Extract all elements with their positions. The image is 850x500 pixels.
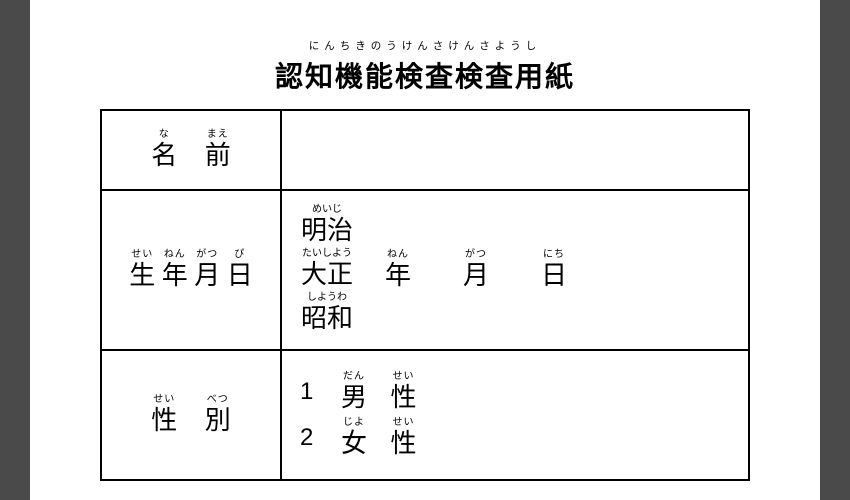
- row-gender: せい性 べつ別 1 だん男 せい性 2: [101, 350, 749, 480]
- unit-year: ねん年: [385, 249, 411, 291]
- gender-option-1: 1 だん男 せい性: [300, 371, 730, 413]
- label-dob: せい生 ねん年 がつ月 ぴ日: [101, 190, 281, 350]
- label-gender-text: せい性 べつ別: [150, 416, 231, 433]
- title-block: にんちきのうけんさけんさようし 認知機能検査検査用紙: [30, 38, 820, 95]
- date-units: ねん年 がつ月 にち日: [384, 249, 568, 291]
- label-name-text: な名 まえ前: [150, 151, 231, 168]
- value-name: [281, 110, 749, 190]
- era-showa: しようわ昭和: [301, 292, 353, 334]
- row-dob: せい生 ねん年 がつ月 ぴ日 めいじ明治 たいしよう大正 しようわ昭和 ねん年 …: [101, 190, 749, 350]
- title-ruby: にんちきのうけんさけんさようし: [30, 38, 820, 53]
- gender-option-2: 2 じよ女 せい性: [300, 417, 730, 459]
- unit-day: にち日: [541, 249, 567, 291]
- era-taisho: たいしよう大正: [301, 248, 353, 290]
- label-dob-text: せい生 ねん年 がつ月 ぴ日: [128, 271, 253, 288]
- label-name: な名 まえ前: [101, 110, 281, 190]
- form-table: な名 まえ前 せい生 ねん年 がつ月 ぴ日 めいじ明治: [100, 109, 750, 481]
- gender-num-1: 1: [300, 378, 340, 406]
- value-gender: 1 だん男 せい性 2 じよ女 せい性: [281, 350, 749, 480]
- era-meiji: めいじ明治: [301, 204, 353, 246]
- value-dob: めいじ明治 たいしよう大正 しようわ昭和 ねん年 がつ月 にち日: [281, 190, 749, 350]
- gender-num-2: 2: [300, 424, 340, 452]
- era-list: めいじ明治 たいしよう大正 しようわ昭和: [300, 204, 354, 336]
- title-main: 認知機能検査検査用紙: [30, 55, 820, 95]
- label-gender: せい性 べつ別: [101, 350, 281, 480]
- row-name: な名 まえ前: [101, 110, 749, 190]
- unit-month: がつ月: [463, 249, 489, 291]
- document-page: にんちきのうけんさけんさようし 認知機能検査検査用紙 な名 まえ前 せい生 ねん…: [30, 0, 820, 500]
